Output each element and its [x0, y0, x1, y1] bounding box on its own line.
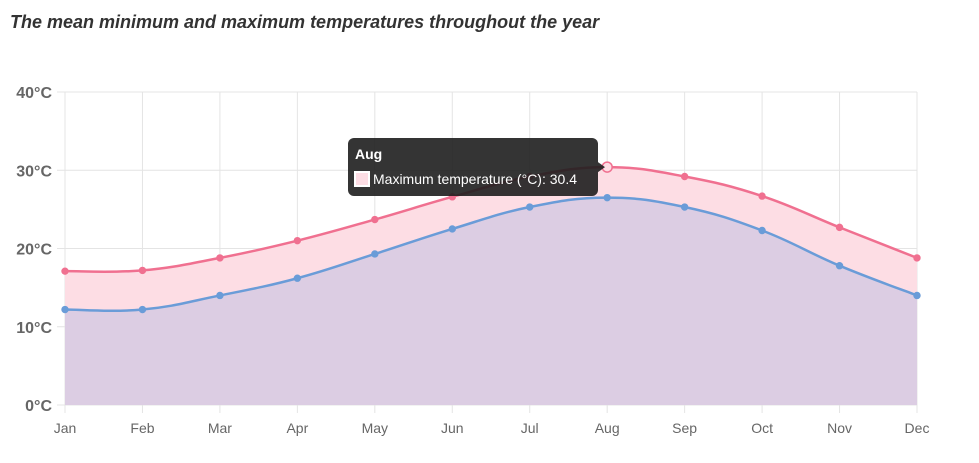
series-1-point[interactable] [913, 291, 921, 300]
series-1-point[interactable] [293, 274, 302, 282]
tooltip-caret [598, 162, 605, 173]
x-tick-label: Aug [595, 420, 620, 436]
x-tick-label: Dec [905, 420, 930, 436]
x-tick-label: Apr [286, 420, 308, 436]
y-tick-label: 0°C [25, 398, 52, 415]
series-1-area [65, 197, 917, 405]
series-1-point[interactable] [371, 250, 379, 258]
series-0-point[interactable] [138, 266, 147, 275]
series-0-point[interactable] [293, 236, 302, 245]
y-tick-label: 20°C [16, 242, 52, 259]
x-tick-label: May [362, 420, 388, 436]
x-tick-label: Nov [827, 420, 852, 436]
x-tick-label: Jul [521, 420, 539, 436]
series-0-point[interactable] [913, 254, 921, 262]
series-0-point[interactable] [758, 192, 766, 200]
series-1-point[interactable] [138, 305, 147, 314]
tooltip-swatch [354, 171, 370, 187]
chart-title: The mean minimum and maximum temperature… [10, 12, 600, 32]
x-tick-label: Feb [130, 420, 154, 436]
y-tick-label: 10°C [16, 320, 52, 337]
series-1-point[interactable] [61, 305, 69, 314]
y-tick-label: 40°C [16, 85, 52, 102]
tooltip-title: Aug [355, 146, 382, 162]
tooltip-box [348, 138, 598, 196]
x-tick-label: Jan [54, 420, 77, 436]
area-fills [65, 167, 917, 405]
series-1-point[interactable] [835, 262, 844, 270]
series-1-point[interactable] [216, 291, 224, 300]
x-tick-label: Jun [441, 420, 464, 436]
tooltip: Aug Maximum temperature (°C): 30.4 [348, 138, 605, 196]
series-0-point[interactable] [61, 267, 69, 275]
series-0-point[interactable] [371, 215, 379, 224]
series-0-point[interactable] [680, 172, 689, 181]
x-tick-label: Sep [672, 420, 697, 436]
tooltip-label: Maximum temperature (°C): 30.4 [373, 171, 577, 187]
series-1-point[interactable] [758, 226, 766, 235]
series-1-point[interactable] [603, 193, 611, 202]
axis-labels: 0°C 10°C 20°C 30°C 40°C Jan Feb Mar Apr May Jun Jul… [16, 85, 929, 436]
series-0-point[interactable] [216, 254, 224, 262]
series-0-point[interactable] [835, 223, 844, 232]
x-tick-label: Oct [751, 420, 773, 436]
series-1-point[interactable] [526, 203, 534, 211]
y-tick-label: 30°C [16, 163, 52, 180]
series-1-point[interactable] [448, 225, 456, 233]
x-tick-label: Mar [208, 420, 232, 436]
series-1-point[interactable] [680, 203, 689, 211]
